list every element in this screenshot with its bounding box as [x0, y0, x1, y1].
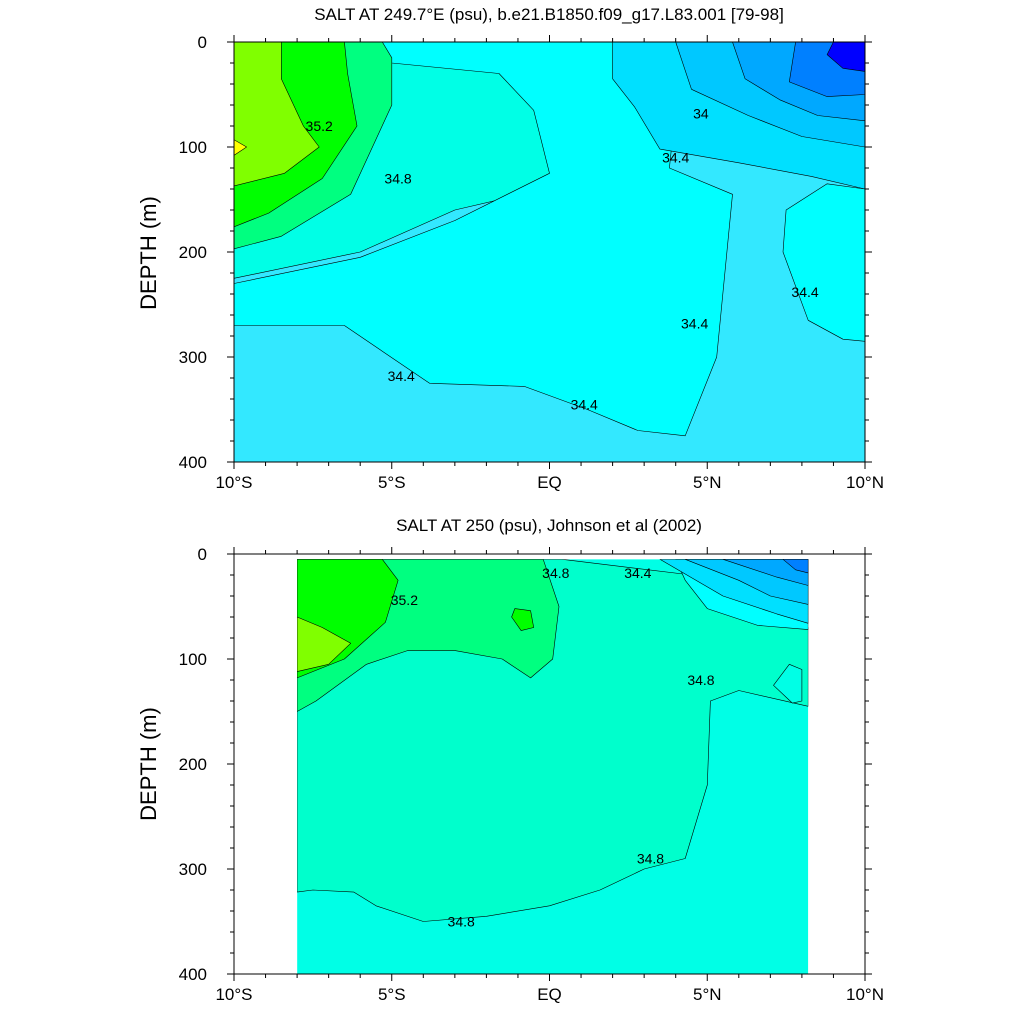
y-tick-label: 100 [179, 650, 207, 669]
x-tick-label: 5°S [378, 473, 406, 492]
contour-label: 34.4 [791, 284, 818, 300]
top-y-axis-label: DEPTH (m) [136, 196, 161, 310]
y-tick-label: 200 [179, 755, 207, 774]
y-tick-label: 0 [198, 33, 207, 52]
contour-label: 34.4 [662, 150, 689, 166]
contour-label: 34.4 [388, 368, 415, 384]
contour-label: 34.4 [624, 565, 651, 581]
contour-label: 34.8 [637, 851, 664, 867]
y-tick-label: 400 [179, 965, 207, 984]
y-tick-label: 400 [179, 453, 207, 472]
top-chart-title: SALT AT 249.7°E (psu), b.e21.B1850.f09_g… [314, 5, 784, 24]
bottom-chart-title: SALT AT 250 (psu), Johnson et al (2002) [396, 516, 702, 535]
contour-region [234, 139, 247, 156]
y-tick-label: 300 [179, 860, 207, 879]
contour-region [773, 663, 803, 704]
contour-fill-group [297, 559, 809, 974]
bottom-axes: 10°S 5°S EQ 5°N 10°N 0 100 200 300 400 [179, 545, 884, 1004]
top-axes: 10°S 5°S EQ 5°N 10°N 0 100 200 300 400 [179, 33, 884, 492]
contour-fill-group [234, 42, 865, 462]
contour-region [826, 42, 865, 72]
x-tick-label: 5°S [378, 985, 406, 1004]
x-tick-label: 5°N [693, 985, 722, 1004]
top-contour-plot: 35.2 34.8 34.4 34 34.4 34.4 34.4 34.4 [234, 42, 865, 462]
y-tick-label: 100 [179, 138, 207, 157]
bottom-contour-plot: 35.2 34.8 34.4 34.8 34.8 34.8 [297, 559, 809, 974]
x-tick-label: EQ [537, 473, 562, 492]
x-tick-label: 5°N [693, 473, 722, 492]
bottom-panel: 35.234.8 34.434.834.834.8 10°S 5°S EQ 5°N 10°… [136, 516, 884, 1004]
bottom-y-axis-label: DEPTH (m) [136, 707, 161, 821]
contour-region [511, 608, 535, 631]
contour-label: 34.8 [384, 171, 411, 187]
x-tick-label: EQ [537, 985, 562, 1004]
contour-region [782, 559, 809, 574]
y-tick-label: 0 [198, 545, 207, 564]
x-tick-label: 10°N [846, 985, 884, 1004]
x-tick-label: 10°S [215, 985, 252, 1004]
x-tick-label: 10°S [215, 473, 252, 492]
contour-region [297, 616, 352, 672]
contour-region [234, 42, 733, 437]
top-panel: 35.2 34.8 34.4 34 34.4 34.4 34.4 34.4 10°S 5°S EQ… [136, 5, 884, 492]
y-tick-label: 300 [179, 348, 207, 367]
contour-label: 34.8 [542, 565, 569, 581]
contour-label: 35.2 [391, 592, 418, 608]
contour-label: 34 [693, 105, 709, 121]
contour-region [234, 42, 320, 187]
x-tick-label: 10°N [846, 473, 884, 492]
contour-label: 34.8 [448, 914, 475, 930]
contour-label: 34.4 [681, 315, 708, 331]
contour-label: 34.8 [687, 672, 714, 688]
contour-label: 34.4 [571, 396, 598, 412]
y-tick-label: 200 [179, 243, 207, 262]
contour-region [782, 183, 865, 342]
contour-label: 35.2 [306, 118, 333, 134]
contour-region [722, 559, 809, 586]
